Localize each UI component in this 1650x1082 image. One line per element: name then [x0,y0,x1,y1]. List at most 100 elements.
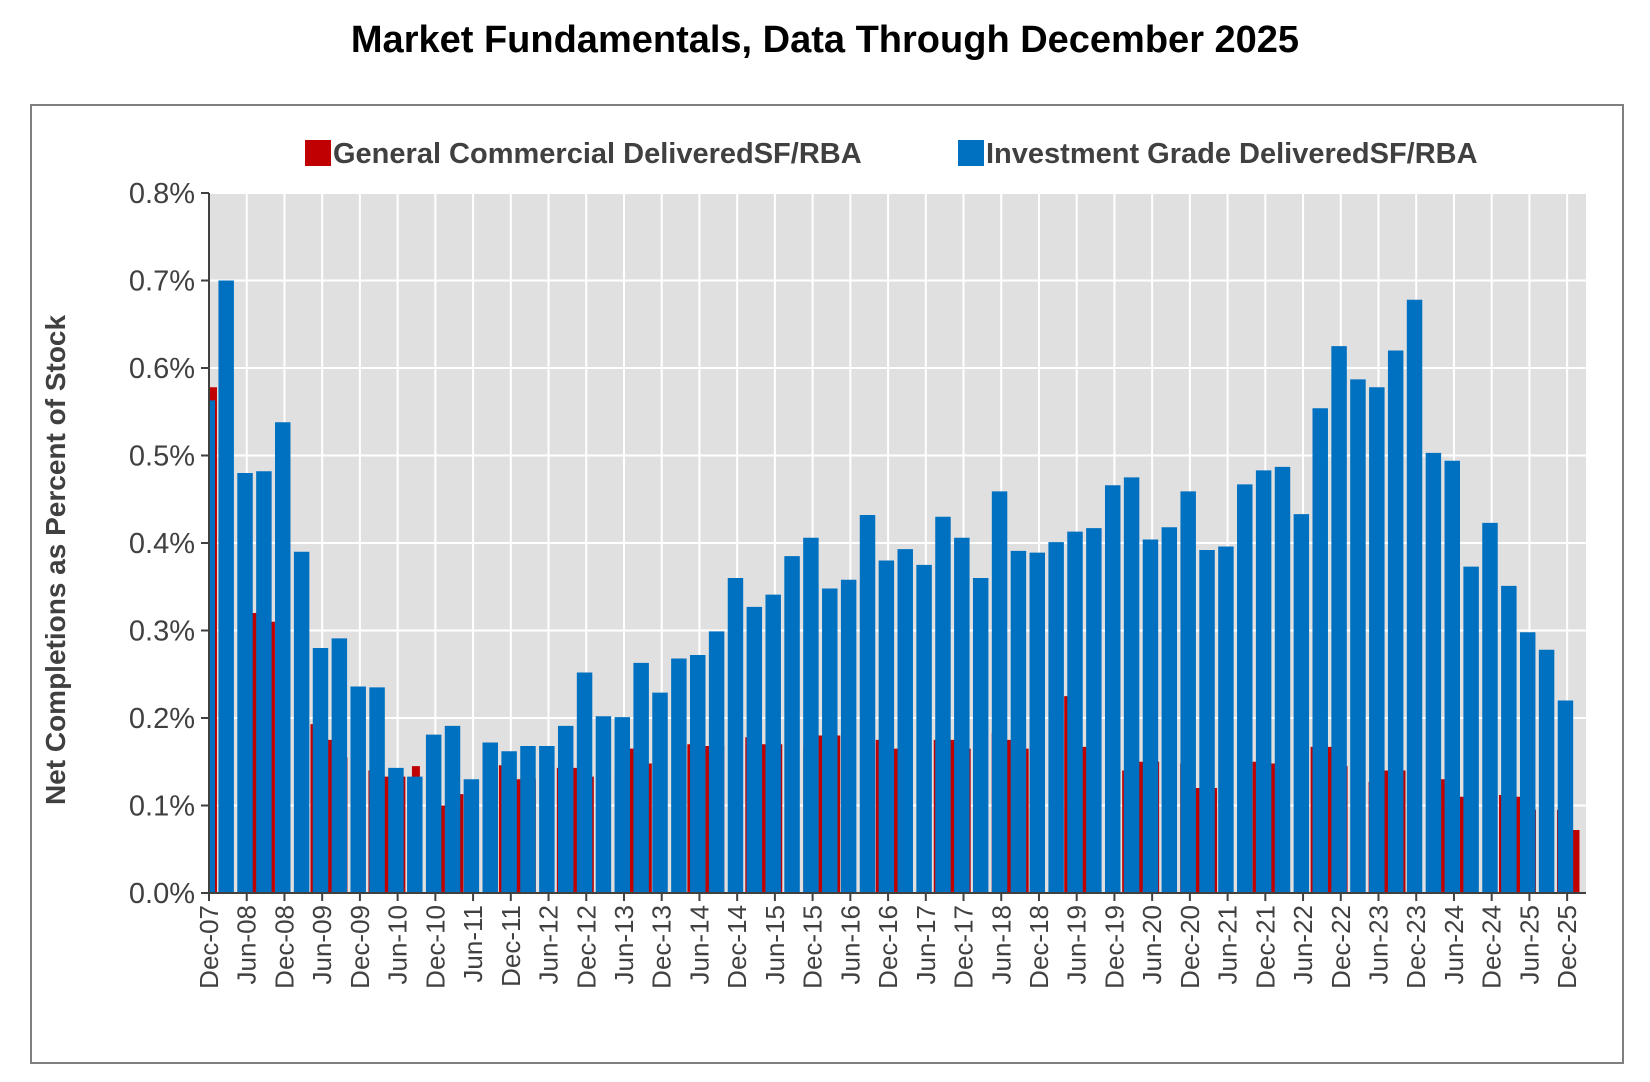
x-tick-label: Jun-23 [1364,905,1394,985]
bar-investment-grade [463,779,480,893]
x-tick-label: Jun-24 [1439,905,1469,985]
x-tick-label: Dec-16 [873,905,903,989]
bar-investment-grade [614,717,631,894]
x-tick-label: Dec-25 [1552,905,1582,989]
bar-investment-grade [482,742,498,893]
legend-label-investment-grade: Investment Grade DeliveredSF/RBA [986,138,1478,170]
x-tick-label: Dec-10 [420,905,450,989]
x-tick-label: Dec-12 [571,905,601,989]
x-tick-label: Dec-21 [1250,905,1280,989]
bar-investment-grade [1331,346,1347,894]
x-tick-label: Jun-15 [760,905,790,985]
bar-general-commercial [571,767,580,894]
x-tick-label: Jun-22 [1288,905,1318,985]
x-tick-label: Dec-24 [1477,905,1507,989]
bar-general-commercial [1571,830,1580,893]
x-tick-label: Jun-17 [911,905,941,985]
bar-investment-grade [1501,585,1517,894]
bar-investment-grade [1067,531,1083,894]
bar-general-commercial [629,748,638,894]
bar-investment-grade [1312,408,1328,893]
x-tick-label: Dec-14 [722,905,752,989]
x-tick-label: Jun-18 [986,905,1016,985]
bar-investment-grade [652,692,668,894]
legend-swatch-general-commercial [305,140,331,166]
bar-general-commercial [759,744,768,893]
x-tick-label: Dec-17 [949,905,979,989]
bar-investment-grade [859,515,876,893]
bar-investment-grade [595,716,612,893]
bar-investment-grade [209,400,216,893]
bar-investment-grade [256,471,272,893]
bar-investment-grade [1444,460,1460,893]
bar-investment-grade [784,556,800,894]
bar-investment-grade [935,516,951,893]
bar-investment-grade [840,579,857,893]
x-tick-label: Dec-15 [798,905,828,989]
bar-investment-grade [1199,550,1215,893]
bar-general-commercial [1006,739,1015,894]
bar-investment-grade [407,776,423,894]
bar-investment-grade [916,564,932,894]
bar-investment-grade [557,725,574,894]
x-tick-label: Dec-19 [1099,905,1129,989]
bar-investment-grade [991,491,1008,894]
bar-investment-grade [897,549,913,894]
bar-investment-grade [1463,566,1479,894]
bar-general-commercial [948,739,957,894]
bar-investment-grade [1425,452,1442,893]
bar-investment-grade [350,686,366,893]
bar-general-commercial [1325,746,1334,894]
y-tick-label: 0.6% [129,353,195,385]
bar-general-commercial [1194,788,1203,893]
x-tick-label: Jun-09 [307,905,337,985]
bar-investment-grade [1350,379,1366,893]
x-tick-label: Jun-08 [232,905,262,985]
x-tick-label: Dec-08 [269,905,299,989]
bar-general-commercial [817,735,826,893]
bar-investment-grade [633,662,649,894]
bar-investment-grade [1180,491,1196,894]
bar-investment-grade [218,280,234,893]
bar-investment-grade [765,594,781,894]
x-tick-label: Jun-25 [1514,905,1544,985]
bar-investment-grade [746,606,763,894]
bar-investment-grade [312,648,329,893]
bar-investment-grade [1369,387,1385,893]
x-axis-ticks: Dec-07 Jun-08 Dec-08 Jun-09 Dec-09 Jun-10 Dec-… [194,893,1582,989]
bar-general-commercial [1136,761,1145,893]
bar-general-commercial [382,776,391,894]
bar-investment-grade [1557,700,1574,893]
bar-general-commercial [324,739,333,894]
bar-investment-grade [293,551,310,893]
x-tick-label: Jun-20 [1137,905,1167,985]
bar-investment-grade [1482,522,1498,894]
bar-investment-grade [1104,485,1121,893]
bar-investment-grade [822,588,838,893]
bar-investment-grade [1218,546,1234,893]
bar-investment-grade [1161,527,1178,893]
x-tick-label: Jun-19 [1062,905,1092,985]
y-tick-label: 0.4% [129,528,195,560]
bar-investment-grade [1538,649,1555,893]
bar-general-commercial [890,748,899,894]
y-tick-label: 0.2% [129,703,195,735]
bar-investment-grade [671,658,687,893]
x-tick-label: Jun-12 [534,905,564,985]
x-tick-label: Jun-13 [609,905,639,985]
x-tick-label: Dec-22 [1326,905,1356,989]
x-tick-label: Jun-21 [1213,905,1243,985]
bar-investment-grade [1123,477,1140,893]
bar-investment-grade [369,687,385,894]
x-tick-label: Jun-11 [458,905,488,983]
bar-investment-grade [803,537,819,893]
y-axis-ticks: 0.0% 0.1% 0.2% 0.3% 0.4% 0.5% 0.6% 0.7% 0.8% [129,178,209,910]
bar-investment-grade [444,725,461,894]
x-tick-label: Dec-13 [647,905,677,989]
y-tick-label: 0.0% [129,878,195,910]
y-tick-label: 0.1% [129,791,195,823]
x-tick-label: Jun-14 [684,905,714,985]
chart-title: Market Fundamentals, Data Through Decemb… [351,19,1299,61]
bar-investment-grade [1029,552,1046,894]
bar-investment-grade [1142,539,1159,893]
